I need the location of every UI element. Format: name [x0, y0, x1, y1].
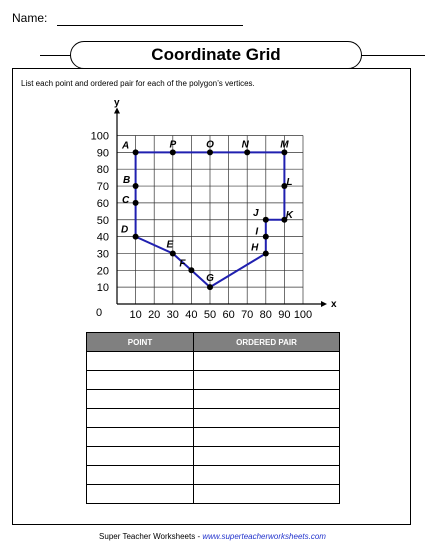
- vertex-label-p: P: [169, 139, 176, 150]
- vertex-label-g: G: [206, 273, 214, 284]
- ordered-pair-cell[interactable]: [193, 484, 340, 504]
- vertex-point-f: [188, 267, 195, 274]
- y-tick-label: 20: [97, 265, 109, 277]
- vertex-point-m: [281, 149, 288, 156]
- x-tick-label: 70: [241, 309, 253, 321]
- coordinate-grid-chart: x y 10 20 30 40 50 60 70 80 90 100 10 20 30 40 50 60 70 80 9…: [91, 98, 337, 322]
- vertex-label-c: C: [122, 195, 130, 206]
- y-tick-label: 40: [97, 232, 109, 244]
- table-row: [86, 408, 340, 428]
- vertex-point-e: [169, 250, 176, 257]
- footer-url[interactable]: www.superteacherworksheets.com: [202, 532, 326, 541]
- y-axis-label: y: [114, 98, 120, 109]
- table-row: [86, 389, 340, 409]
- point-cell[interactable]: [86, 370, 194, 390]
- y-tick-label: 70: [97, 181, 109, 193]
- point-cell[interactable]: [86, 427, 194, 447]
- table-row: [86, 370, 340, 390]
- x-tick-label: 30: [167, 309, 179, 321]
- y-tick-label: 50: [97, 215, 109, 227]
- vertex-point-b: [132, 183, 139, 190]
- vertex-point-g: [207, 284, 213, 291]
- vertex-label-d: D: [121, 225, 128, 236]
- table-row: [86, 465, 340, 485]
- ordered-pair-cell[interactable]: [193, 446, 340, 466]
- x-tick-label: 100: [294, 309, 312, 321]
- x-tick-label: 90: [278, 309, 290, 321]
- footer: Super Teacher Worksheets - www.superteac…: [0, 532, 425, 541]
- point-cell[interactable]: [86, 484, 194, 504]
- table-row: [86, 446, 340, 466]
- vertex-label-i: I: [255, 227, 258, 238]
- vertex-point-j: [262, 216, 269, 223]
- y-tick-label: 30: [97, 248, 109, 260]
- vertex-label-h: H: [251, 242, 259, 253]
- column-header-ordered-pair: ORDERED PAIR: [193, 332, 340, 352]
- point-cell[interactable]: [86, 465, 194, 485]
- table-body: [86, 351, 340, 504]
- name-line[interactable]: [57, 25, 243, 26]
- vertex-label-f: F: [179, 258, 186, 269]
- vertex-label-e: E: [166, 239, 173, 250]
- ordered-pair-cell[interactable]: [193, 351, 340, 371]
- x-tick-label: 50: [204, 309, 216, 321]
- instructions: List each point and ordered pair for eac…: [21, 79, 255, 88]
- x-axis-label: x: [331, 299, 337, 310]
- point-cell[interactable]: [86, 446, 194, 466]
- y-tick-label: 60: [97, 198, 109, 210]
- x-tick-label: 20: [148, 309, 160, 321]
- vertex-point-a: [132, 149, 139, 156]
- table-row: [86, 484, 340, 504]
- x-tick-label: 40: [185, 309, 197, 321]
- axes: x y 10 20 30 40 50 60 70 80 90 100 10 20 30 40 50 60 70 80 9…: [91, 98, 337, 322]
- table-row: [86, 427, 340, 447]
- x-tick-label: 80: [260, 309, 272, 321]
- table-header-row: POINT ORDERED PAIR: [86, 332, 340, 352]
- vertex-label-n: N: [242, 139, 250, 150]
- vertex-point-n: [244, 149, 251, 156]
- vertex-label-m: M: [280, 139, 289, 150]
- x-axis-arrow: [321, 301, 327, 307]
- point-cell[interactable]: [86, 408, 194, 428]
- vertices: A P O N M L K JIH G FE D CB: [121, 139, 294, 291]
- footer-text: Super Teacher Worksheets -: [99, 532, 203, 541]
- ordered-pair-cell[interactable]: [193, 408, 340, 428]
- ordered-pair-cell[interactable]: [193, 370, 340, 390]
- vertex-label-o: O: [206, 139, 214, 150]
- vertex-point-c: [132, 199, 139, 206]
- table-row: [86, 351, 340, 371]
- vertex-point-i: [262, 233, 269, 240]
- vertex-point-l: [281, 183, 288, 190]
- name-label: Name:: [12, 11, 48, 25]
- origin-label: 0: [96, 307, 102, 319]
- point-cell[interactable]: [86, 351, 194, 371]
- vertex-label-l: L: [286, 177, 292, 188]
- vertex-label-b: B: [123, 175, 130, 186]
- y-axis-arrow: [114, 107, 120, 114]
- vertex-point-p: [169, 149, 176, 156]
- x-tick-label: 10: [129, 309, 141, 321]
- vertex-point-h: [262, 250, 269, 257]
- x-tick-label: 60: [222, 309, 234, 321]
- y-tick-label: 10: [97, 282, 109, 294]
- vertex-label-j: J: [253, 208, 259, 219]
- vertex-point-d: [132, 233, 139, 240]
- ordered-pair-cell[interactable]: [193, 389, 340, 409]
- ordered-pair-cell[interactable]: [193, 465, 340, 485]
- y-tick-label: 100: [91, 131, 109, 143]
- answer-table: POINT ORDERED PAIR: [86, 332, 340, 504]
- vertex-point-o: [207, 149, 213, 156]
- ordered-pair-cell[interactable]: [193, 427, 340, 447]
- y-tick-label: 90: [97, 147, 109, 159]
- vertex-label-k: K: [286, 210, 294, 221]
- y-tick-label: 80: [97, 164, 109, 176]
- vertex-point-k: [281, 216, 288, 223]
- vertex-label-a: A: [121, 140, 129, 151]
- point-cell[interactable]: [86, 389, 194, 409]
- worksheet-title: Coordinate Grid: [70, 41, 362, 69]
- column-header-point: POINT: [86, 332, 194, 352]
